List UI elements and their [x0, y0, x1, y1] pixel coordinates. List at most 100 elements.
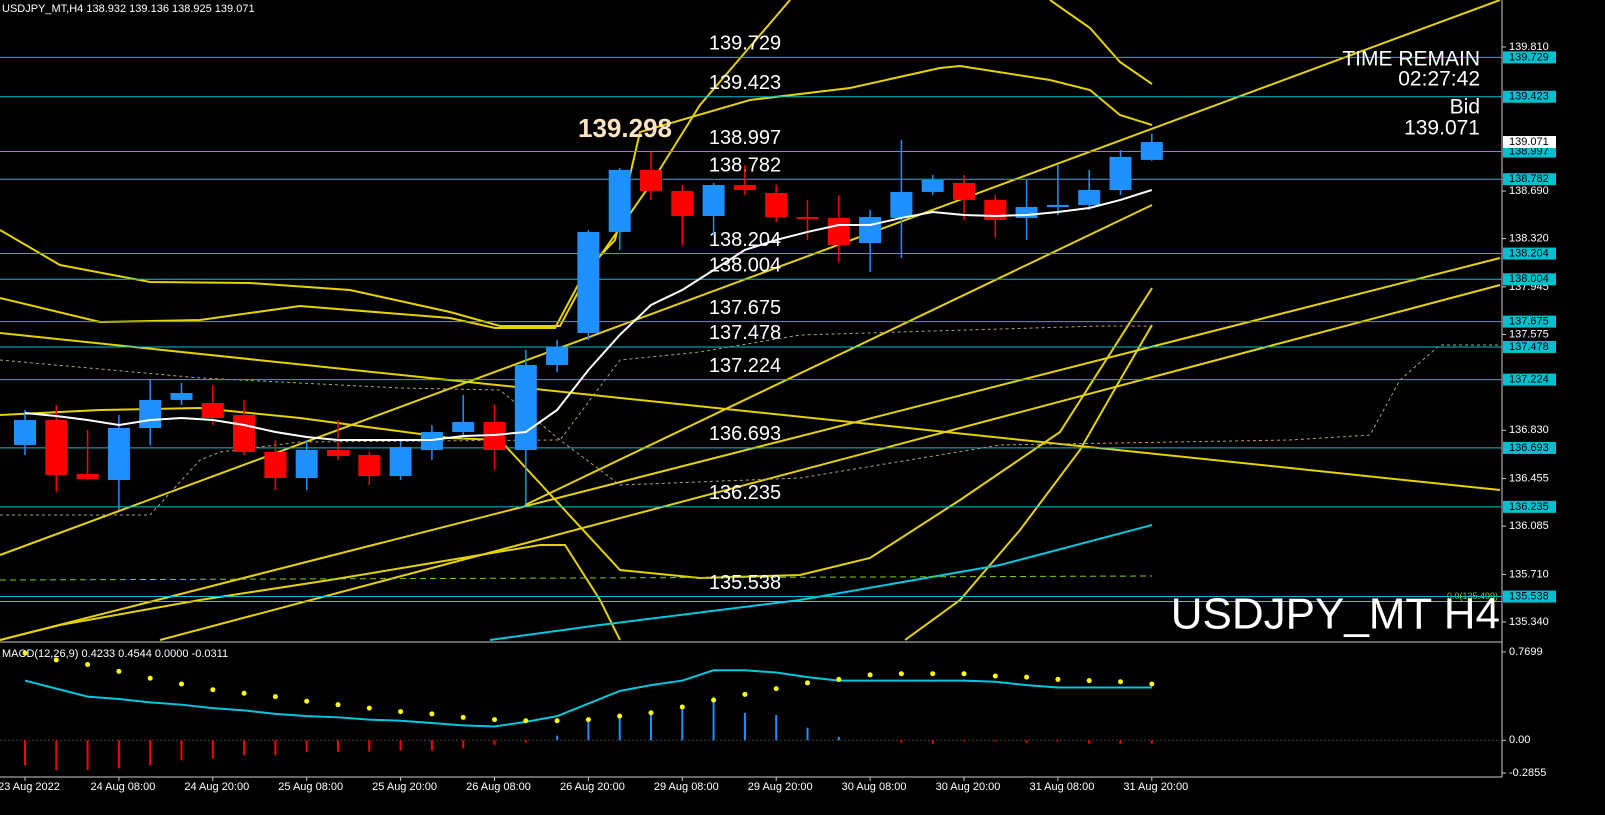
candle-body: [295, 449, 318, 479]
candle-body: [890, 191, 913, 218]
signal-dot: [898, 671, 904, 677]
candle-body: [640, 169, 662, 191]
signal-dot: [1055, 676, 1061, 682]
signal-dot: [585, 717, 591, 723]
candle-body: [921, 179, 944, 192]
level-tag: [1503, 315, 1556, 328]
level-label: 138.997: [709, 127, 781, 149]
signal-dot: [85, 662, 91, 668]
band-outer-lower: [0, 544, 621, 641]
signal-dot: [179, 681, 184, 687]
candle-body: [139, 399, 162, 428]
level-tag-label: 136.235: [1509, 501, 1549, 513]
ma-long: [489, 524, 1153, 641]
x-tick-label: 30 Aug 08:00: [842, 781, 907, 793]
band-low-right: [904, 324, 1153, 641]
level-tag-label: 135.538: [1509, 590, 1549, 602]
candle-body: [201, 403, 224, 418]
candle-body: [796, 217, 819, 219]
dashed-level: [0, 575, 1153, 581]
level-label: 137.478: [709, 322, 781, 344]
level-label: 138.204: [709, 229, 781, 251]
signal-dot: [398, 709, 404, 715]
signal-dot: [429, 711, 435, 717]
bid-label: Bid: [1450, 96, 1480, 119]
level-tag: [1503, 247, 1556, 260]
x-tick-label: 23 Aug 2022: [0, 781, 60, 793]
signal-dot: [992, 673, 998, 679]
signal-dot: [742, 691, 748, 697]
level-tag: [1503, 51, 1556, 64]
bid-value: 139.071: [1404, 117, 1480, 140]
candle-body: [671, 190, 694, 216]
signal-dot: [147, 675, 153, 681]
signal-dot: [241, 690, 247, 696]
cloud-edge: [0, 325, 1150, 516]
y-tick-label: 135.710: [1509, 568, 1549, 580]
level-tag-label: 137.224: [1509, 374, 1549, 386]
candle-body: [514, 364, 537, 450]
level-label: 137.224: [709, 355, 781, 377]
y-tick-label: 139.810: [1509, 41, 1549, 53]
y-tick-label: 0.7699: [1509, 646, 1543, 658]
candle-body: [264, 451, 287, 479]
candle-body: [608, 169, 631, 232]
signal-dot: [492, 717, 497, 723]
x-tick-label: 31 Aug 08:00: [1029, 781, 1094, 793]
time-remain: 02:27:42: [1398, 68, 1480, 91]
signal-dot: [711, 697, 717, 703]
candle-body: [827, 217, 850, 245]
level-tag-label: 139.729: [1509, 51, 1549, 63]
macd-line: [24, 669, 1152, 728]
x-tick-label: 26 Aug 08:00: [466, 781, 531, 793]
x-tick-label: 25 Aug 20:00: [372, 781, 437, 793]
level-tag: [1503, 173, 1556, 186]
band-upper: [0, 0, 791, 327]
fib-label: 0.0(135.499): [1447, 591, 1498, 601]
candle-body: [859, 217, 882, 244]
y-tick-label: -0.2855: [1509, 767, 1546, 779]
level-label: 139.729: [709, 33, 781, 55]
signal-dot: [335, 702, 341, 708]
candle-body: [45, 420, 68, 475]
indicator-lines: [0, 0, 1501, 641]
signal-dot: [272, 694, 278, 700]
level-tag-label: 138.782: [1509, 173, 1549, 185]
x-tick-label: 24 Aug 08:00: [90, 781, 155, 793]
y-tick-label: 138.690: [1509, 185, 1549, 197]
x-tick-label: 29 Aug 20:00: [748, 781, 813, 793]
y-tick-label: 137.575: [1509, 328, 1549, 340]
candle-body: [483, 421, 506, 450]
level-tag-label: 138.997: [1509, 145, 1549, 157]
trend-line: [0, 0, 1501, 556]
chart-title: USDJPY_MT,H4 138.932 139.136 138.925 139…: [2, 3, 255, 15]
y-tick-label: 136.455: [1509, 472, 1549, 484]
candle-body: [702, 184, 725, 216]
level-label: 137.675: [709, 297, 781, 319]
level-tag-label: 137.478: [1509, 341, 1549, 353]
level-label: 139.423: [709, 72, 781, 94]
candle-body: [546, 346, 569, 365]
peak-label: 139.298: [578, 113, 672, 143]
candle-body: [953, 182, 975, 200]
candle-body: [1015, 206, 1038, 218]
signal-dot: [523, 718, 529, 724]
x-tick-label: 30 Aug 20:00: [936, 781, 1001, 793]
x-tick-label: 24 Aug 20:00: [184, 781, 249, 793]
signal-dot: [679, 704, 685, 710]
signal-dot: [116, 668, 122, 674]
level-label: 135.538: [709, 572, 781, 594]
band-top-right: [1049, 0, 1153, 85]
time-remain-label: TIME REMAIN: [1342, 48, 1480, 71]
band-lower: [0, 287, 1153, 580]
y-tick-label: 0.00: [1509, 734, 1530, 746]
signal-dot: [304, 698, 310, 704]
signal-dot: [22, 650, 28, 656]
signal-dot: [961, 671, 967, 677]
signal-dot: [554, 718, 560, 724]
signal-dot: [617, 713, 623, 719]
x-tick-label: 29 Aug 08:00: [654, 781, 719, 793]
signal-dot: [836, 676, 842, 682]
trend-line: [159, 284, 1501, 641]
